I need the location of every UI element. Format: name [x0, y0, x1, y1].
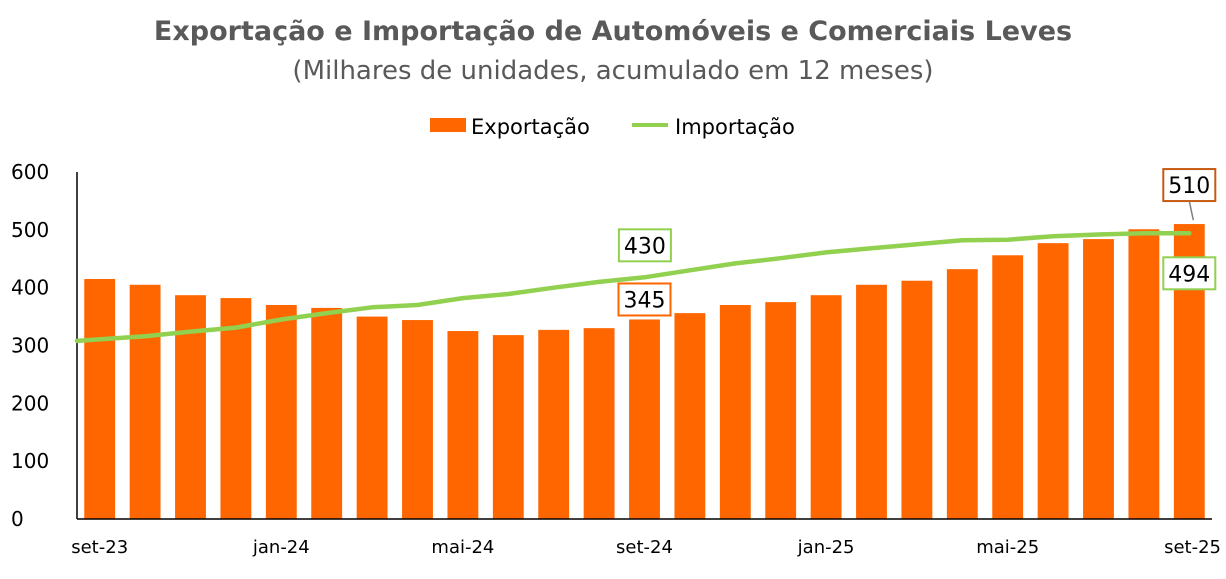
bar-exportacao-mar-25	[901, 280, 933, 519]
point-importacao-jul-25	[1098, 233, 1099, 235]
bar-exportacao-ago-25	[1128, 229, 1160, 519]
bar-exportacao-jun-24	[492, 335, 524, 519]
point-importacao-ago-24	[598, 281, 600, 283]
point-importacao-mai-25	[1007, 239, 1009, 241]
x-tick-label: mai-24	[431, 537, 494, 558]
point-importacao-mar-25	[916, 243, 918, 245]
point-importacao-jun-25	[1052, 235, 1054, 237]
bar-exportacao-out-24	[674, 313, 706, 519]
bar-exportacao-ago-24	[583, 328, 615, 519]
point-importacao-ago-25	[1143, 232, 1145, 234]
data-label-leader	[1188, 200, 1195, 221]
bar-exportacao-nov-24	[719, 305, 751, 519]
y-tick-label: 300	[11, 334, 49, 358]
point-importacao-jul-24	[553, 287, 555, 289]
data-label-box	[1162, 256, 1217, 291]
point-importacao-jan-24	[280, 318, 282, 320]
x-tick-label: set-25	[1164, 537, 1221, 558]
data-label-box	[617, 228, 672, 263]
bar-exportacao-set-23	[84, 278, 116, 519]
y-tick-label: 100	[11, 449, 49, 473]
point-importacao-dez-24	[780, 257, 782, 259]
point-importacao-dez-23	[235, 327, 237, 329]
data-label: 345	[624, 288, 666, 313]
x-tick-label: set-24	[616, 537, 673, 558]
chart-title: Exportação e Importação de Automóveis e …	[153, 16, 1073, 47]
data-label: 510	[1168, 174, 1210, 199]
bar-exportacao-abr-24	[402, 320, 433, 519]
legend-label-exportacao: Exportação	[471, 115, 590, 139]
bar-exportacao-fev-25	[856, 284, 887, 519]
point-importacao-mar-24	[371, 306, 373, 308]
y-tick-label: 0	[11, 507, 24, 531]
bar-exportacao-jan-25	[810, 295, 842, 519]
y-tick-label: 500	[11, 218, 49, 242]
bar-exportacao-dez-24	[765, 302, 797, 519]
bar-exportacao-jul-25	[1083, 239, 1114, 519]
point-importacao-out-24	[689, 269, 691, 271]
point-importacao-abr-25	[961, 239, 963, 241]
point-importacao-nov-24	[734, 262, 736, 264]
bar-exportacao-fev-24	[311, 307, 343, 519]
bar-exportacao-out-23	[129, 284, 161, 519]
legend-label-importacao: Importação	[675, 115, 795, 139]
bar-exportacao-mai-24	[447, 331, 479, 519]
x-tick-label: jan-24	[252, 537, 310, 558]
bar-exportacao-jun-25	[1037, 243, 1069, 519]
bar-exportacao-dez-23	[220, 298, 252, 519]
point-importacao-jan-25	[825, 251, 827, 253]
point-importacao-out-23	[144, 335, 146, 337]
bar-exportacao-mai-25	[992, 255, 1024, 519]
y-tick-label: 600	[11, 160, 49, 184]
bar-exportacao-mar-24	[356, 316, 388, 519]
y-tick-label: 400	[11, 276, 49, 300]
y-tick-label: 200	[11, 391, 49, 415]
x-tick-label: jan-25	[797, 537, 855, 558]
legend-swatch-exportacao	[430, 118, 466, 132]
chart-legend: Exportação Importação	[430, 115, 795, 139]
point-importacao-fev-24	[326, 312, 328, 314]
x-tick-label: set-23	[71, 537, 128, 558]
point-importacao-set-25	[1188, 232, 1190, 234]
bar-exportacao-set-24	[629, 319, 660, 519]
bar-exportacao-jul-24	[538, 329, 570, 519]
x-tick-label: mai-25	[976, 537, 1039, 558]
point-importacao-mai-24	[462, 297, 464, 299]
bar-exportacao-abr-25	[946, 269, 978, 519]
point-importacao-nov-23	[190, 331, 191, 333]
point-importacao-fev-25	[871, 247, 872, 249]
point-importacao-set-23	[76, 340, 78, 342]
point-importacao-abr-24	[417, 304, 418, 306]
data-label-box	[617, 282, 672, 317]
chart-subtitle: (Milhares de unidades, acumulado em 12 m…	[292, 56, 934, 86]
bar-exportacao-jan-24	[265, 305, 297, 519]
point-importacao-jun-24	[507, 293, 509, 295]
data-label: 430	[624, 234, 666, 259]
data-label: 494	[1168, 262, 1210, 287]
point-importacao-set-24	[644, 276, 645, 278]
